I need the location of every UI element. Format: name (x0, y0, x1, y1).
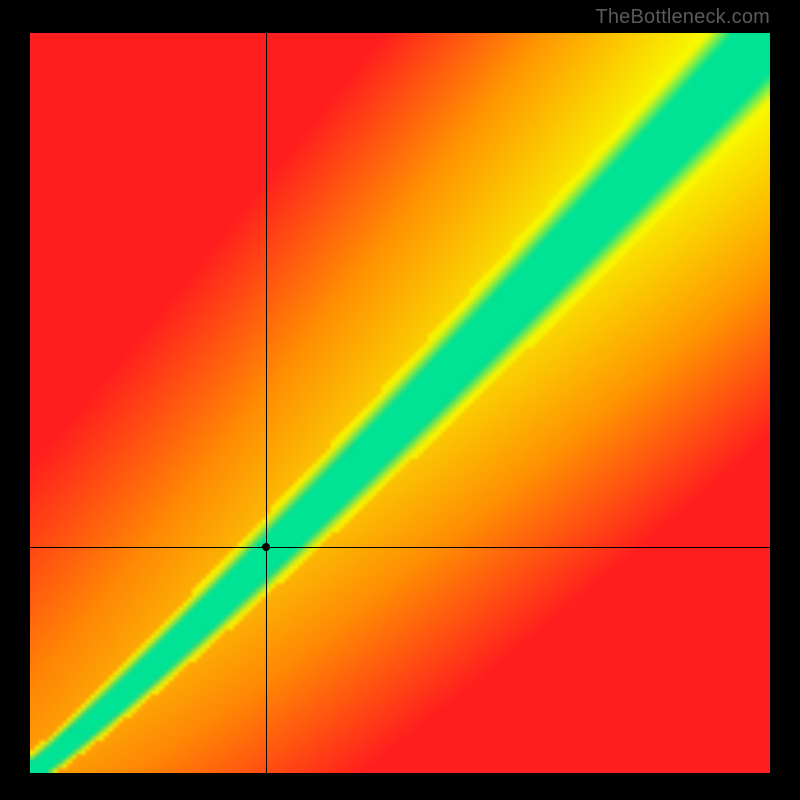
marker-dot (262, 543, 270, 551)
watermark-text: TheBottleneck.com (595, 6, 770, 29)
crosshair-horizontal (30, 547, 770, 548)
heatmap-canvas (30, 33, 770, 773)
crosshair-vertical (266, 33, 267, 773)
heatmap-plot (30, 33, 770, 773)
